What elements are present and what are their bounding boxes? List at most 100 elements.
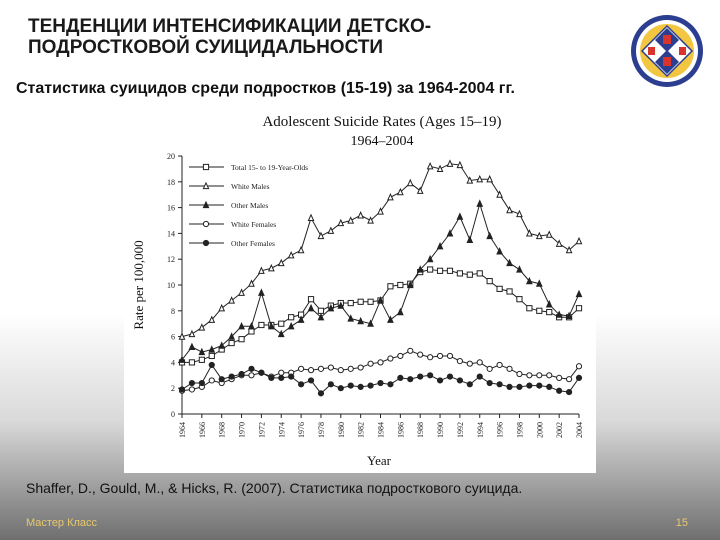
- data-point: [496, 361, 503, 369]
- data-point: [456, 358, 463, 365]
- x-tick-label: 2000: [535, 422, 544, 438]
- data-point: [565, 388, 573, 396]
- chart-legend: Total 15- to 19-Year-Olds White Males Othe…: [189, 163, 308, 248]
- data-point: [416, 265, 424, 273]
- data-point: [526, 382, 533, 389]
- data-point: [228, 373, 235, 380]
- series-1: [178, 266, 583, 366]
- data-point: [555, 310, 563, 318]
- data-point: [496, 285, 503, 292]
- data-point: [456, 270, 463, 277]
- legend-label: Total 15- to 19-Year-Olds: [231, 163, 308, 172]
- data-point: [208, 361, 215, 369]
- data-point: [178, 355, 186, 363]
- data-point: [446, 373, 454, 380]
- data-point: [307, 377, 315, 384]
- data-point: [496, 190, 503, 198]
- data-point: [307, 303, 315, 312]
- data-point: [407, 376, 414, 383]
- legend-item: White Males: [189, 181, 270, 191]
- data-point: [357, 211, 365, 219]
- data-point: [486, 278, 493, 285]
- data-point: [248, 279, 255, 287]
- data-point: [327, 381, 334, 388]
- data-point: [347, 314, 355, 322]
- y-tick-label: 4: [171, 358, 175, 367]
- data-point: [545, 230, 553, 238]
- x-tick-label: 1972: [257, 422, 266, 438]
- data-point: [486, 231, 494, 240]
- data-point: [188, 386, 196, 393]
- data-point: [238, 321, 245, 330]
- data-point: [248, 328, 255, 335]
- data-point: [288, 314, 295, 321]
- data-point: [202, 181, 210, 190]
- data-point: [466, 360, 473, 367]
- data-point: [516, 383, 523, 391]
- data-point: [208, 377, 215, 384]
- data-point: [188, 342, 196, 351]
- data-point: [417, 373, 424, 380]
- data-point: [555, 239, 563, 247]
- suicide-rates-chart: Adolescent Suicide Rates (Ages 15–19) 19…: [131, 114, 584, 468]
- data-point: [228, 339, 235, 347]
- data-point: [307, 296, 315, 303]
- data-point: [202, 220, 210, 228]
- data-point: [456, 212, 464, 220]
- data-point: [536, 307, 543, 314]
- data-point: [202, 163, 210, 171]
- data-point: [546, 308, 553, 316]
- data-point: [486, 174, 494, 183]
- data-point: [575, 363, 583, 370]
- data-point: [416, 186, 424, 194]
- data-point: [258, 321, 265, 329]
- citation-text: Shaffer, D., Gould, M., & Hicks, R. (200…: [26, 480, 523, 496]
- data-point: [486, 365, 493, 372]
- data-point: [536, 372, 543, 379]
- data-point: [198, 379, 205, 387]
- data-point: [396, 187, 404, 196]
- data-point: [476, 373, 483, 380]
- data-point: [466, 235, 474, 243]
- data-point: [367, 298, 374, 305]
- data-point: [516, 296, 523, 303]
- slide-subtitle: Статистика суицидов среди подростков (15…: [16, 80, 515, 97]
- data-point: [178, 386, 186, 393]
- x-axis-label: Year: [367, 453, 392, 468]
- data-point: [337, 367, 344, 374]
- data-point: [525, 229, 533, 237]
- data-point: [367, 216, 374, 224]
- x-tick-label: 1968: [218, 422, 227, 438]
- data-point: [218, 303, 226, 312]
- data-point: [277, 258, 285, 267]
- data-point: [506, 205, 513, 214]
- legend-item: Other Females: [189, 239, 275, 248]
- data-point: [188, 359, 196, 366]
- legend-item: Other Males: [189, 200, 268, 210]
- data-point: [377, 359, 384, 366]
- data-point: [436, 267, 444, 274]
- data-point: [198, 323, 206, 331]
- data-point: [526, 372, 533, 379]
- x-tick-label: 2004: [575, 422, 584, 438]
- data-point: [446, 229, 454, 237]
- data-point: [456, 377, 463, 384]
- data-point: [427, 372, 434, 379]
- slide-title-line1: ТЕНДЕНЦИИ ИНТЕНСИФИКАЦИИ ДЕТСКО-: [28, 16, 432, 37]
- data-point: [516, 370, 523, 378]
- data-point: [297, 245, 305, 254]
- data-point: [327, 226, 335, 234]
- data-point: [317, 312, 325, 321]
- chart-panel: Adolescent Suicide Rates (Ages 15–19) 19…: [124, 103, 596, 473]
- data-point: [287, 321, 295, 330]
- data-point: [317, 231, 325, 240]
- y-axis-label: Rate per 100,000: [131, 240, 146, 329]
- data-point: [387, 192, 394, 201]
- data-point: [407, 347, 414, 354]
- data-point: [575, 289, 583, 298]
- x-tick-label: 1984: [377, 422, 386, 438]
- data-point: [565, 245, 573, 254]
- data-point: [267, 263, 275, 272]
- data-point: [202, 239, 210, 247]
- data-point: [417, 351, 424, 358]
